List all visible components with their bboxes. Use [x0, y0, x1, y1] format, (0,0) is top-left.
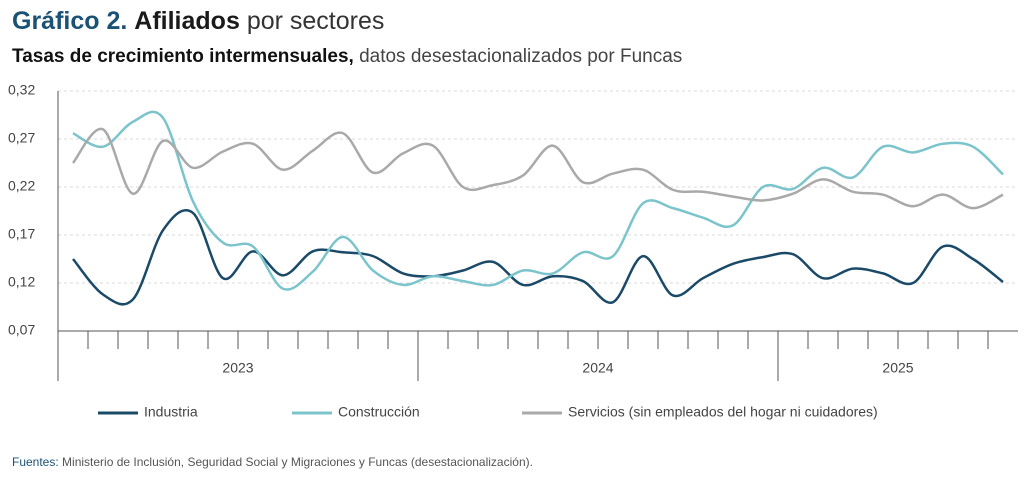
- title-prefix: Gráfico 2.: [12, 7, 127, 35]
- title-rest: por sectores: [247, 7, 385, 35]
- legend-label: Servicios (sin empleados del hogar ni cu…: [568, 404, 878, 420]
- series-line: [72, 208, 1004, 306]
- title-main: Afiliados: [134, 7, 240, 35]
- y-tick-label: 0,07: [8, 322, 35, 338]
- legend-label: Industria: [144, 404, 198, 420]
- legend-label: Construcción: [338, 404, 420, 420]
- source: Fuentes: Ministerio de Inclusión, Seguri…: [12, 455, 533, 469]
- series-line: [71, 127, 1004, 210]
- subtitle-rest: datos desestacionalizados por Funcas: [359, 46, 682, 67]
- series-line: [72, 110, 1004, 291]
- year-label: 2023: [222, 360, 253, 376]
- y-tick-label: 0,12: [8, 274, 35, 290]
- y-tick-label: 0,32: [8, 82, 35, 98]
- year-label: 2024: [582, 360, 613, 376]
- source-label: Fuentes:: [12, 455, 59, 469]
- chart-subtitle: Tasas de crecimiento intermensuales, dat…: [12, 46, 682, 67]
- subtitle-bold: Tasas de crecimiento intermensuales,: [12, 46, 354, 67]
- y-tick-label: 0,17: [8, 226, 35, 242]
- chart-title: Gráfico 2. Afiliados por sectores: [12, 7, 384, 35]
- year-label: 2025: [882, 360, 913, 376]
- source-text: Ministerio de Inclusión, Seguridad Socia…: [62, 455, 533, 469]
- y-tick-label: 0,27: [8, 130, 35, 146]
- y-tick-label: 0,22: [8, 178, 35, 194]
